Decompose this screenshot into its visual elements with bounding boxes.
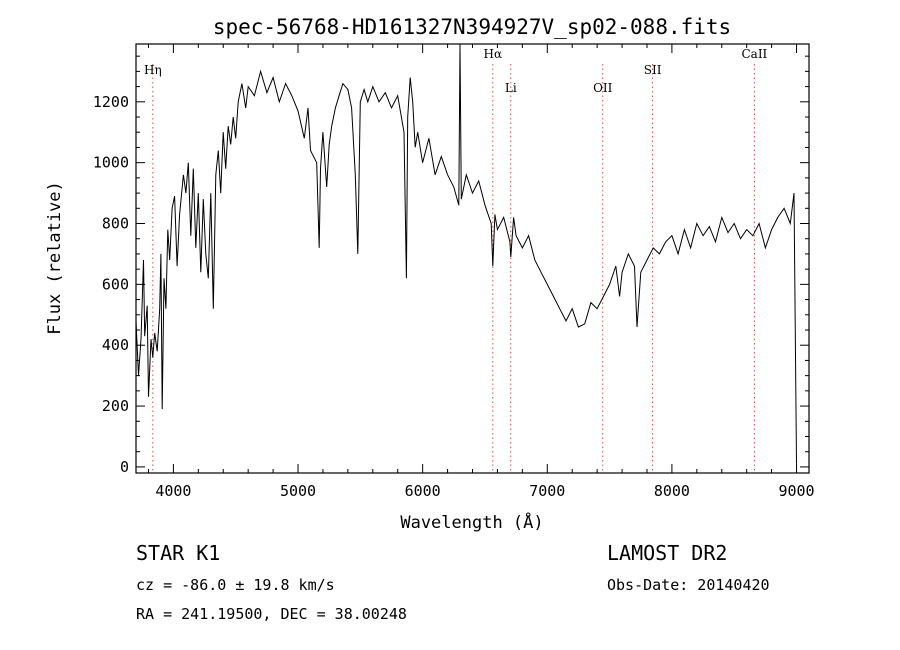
y-tick-label: 0 bbox=[120, 458, 129, 476]
y-tick-label: 1000 bbox=[93, 154, 129, 172]
x-tick-label: 5000 bbox=[280, 482, 316, 500]
x-tick-label: 6000 bbox=[405, 482, 441, 500]
survey-name: LAMOST DR2 bbox=[607, 541, 728, 565]
coordinates: RA = 241.19500, DEC = 38.00248 bbox=[136, 605, 407, 623]
emission-line-label: CaII bbox=[741, 47, 767, 61]
x-tick-label: 8000 bbox=[654, 482, 690, 500]
object-classification: STAR K1 bbox=[136, 541, 221, 565]
y-tick-label: 600 bbox=[102, 275, 129, 293]
emission-lines: Hη Hα Li OII SII CaII bbox=[144, 47, 768, 473]
emission-line-label: Hη bbox=[144, 63, 162, 77]
x-tick-label: 4000 bbox=[155, 482, 191, 500]
plot-frame bbox=[135, 43, 810, 474]
y-axis-label: Flux (relative) bbox=[45, 181, 65, 335]
y-tick-label: 1200 bbox=[93, 93, 129, 111]
x-tick-label: 7000 bbox=[529, 482, 565, 500]
y-tick-label: 800 bbox=[102, 215, 129, 233]
emission-line-label: SII bbox=[644, 63, 662, 77]
emission-line-label: OII bbox=[593, 81, 613, 95]
x-axis-label: Wavelength (Å) bbox=[400, 511, 543, 533]
emission-line-label: Hα bbox=[484, 47, 503, 61]
y-tick-label: 400 bbox=[102, 336, 129, 354]
observation-date: Obs-Date: 20140420 bbox=[607, 576, 770, 594]
y-tick-label: 200 bbox=[102, 397, 129, 415]
spectrum-line bbox=[135, 43, 797, 464]
axes: 4000 5000 6000 7000 8000 9000 0 200 400 600 800 100… bbox=[93, 44, 815, 500]
emission-line-label: Li bbox=[505, 81, 517, 95]
x-tick-label: 9000 bbox=[778, 482, 814, 500]
chart-title: spec-56768-HD161327N394927V_sp02-088.fit… bbox=[213, 15, 731, 39]
radial-velocity: cz = -86.0 ± 19.8 km/s bbox=[136, 576, 335, 594]
